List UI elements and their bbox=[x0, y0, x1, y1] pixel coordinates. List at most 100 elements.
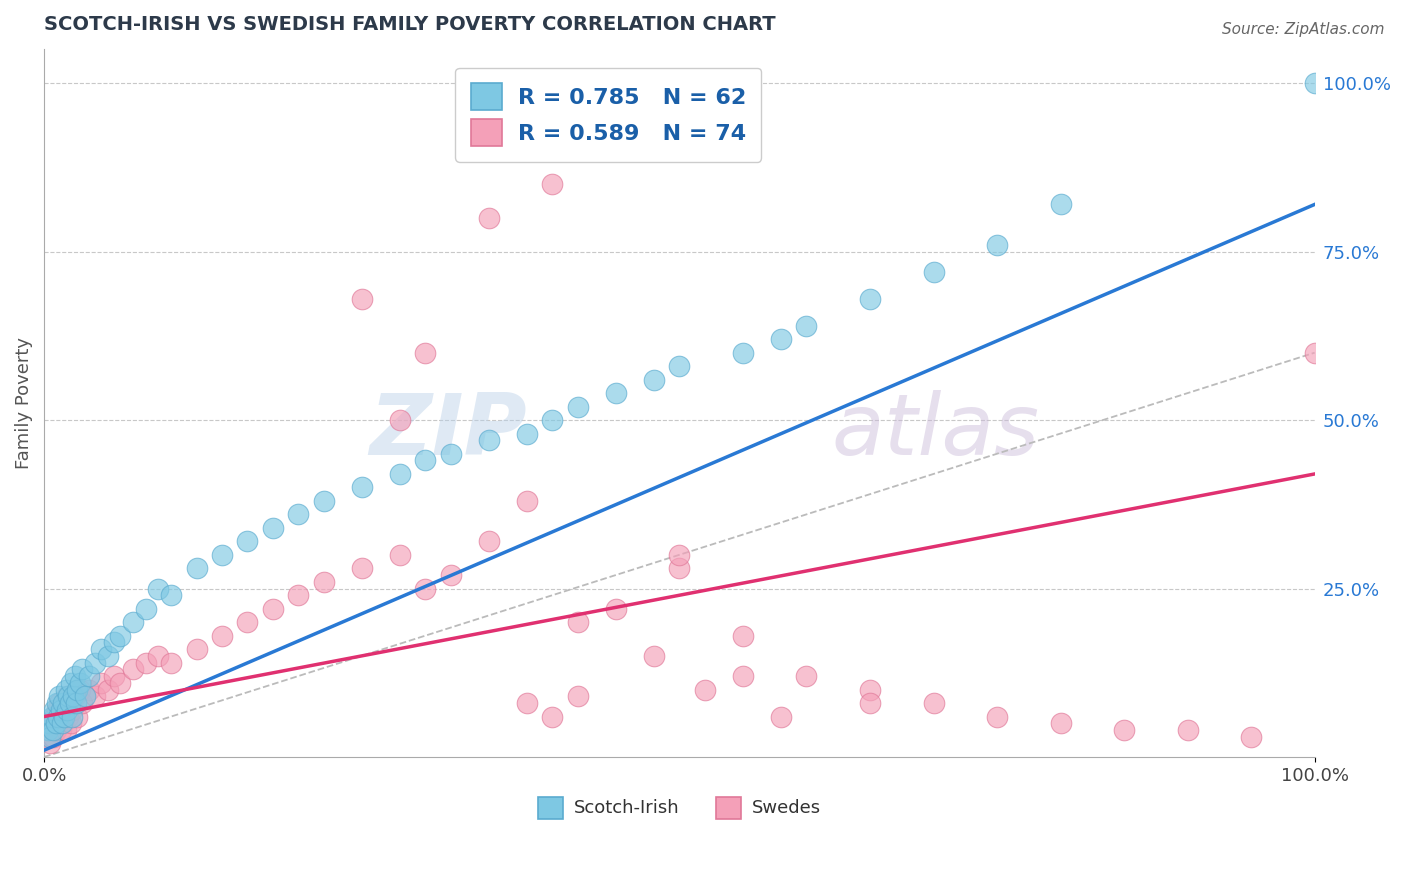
Point bbox=[37, 730, 59, 744]
Point bbox=[186, 642, 208, 657]
Point bbox=[60, 709, 83, 723]
Point bbox=[567, 690, 589, 704]
Point bbox=[922, 696, 945, 710]
Point bbox=[41, 709, 63, 723]
Point bbox=[42, 730, 65, 744]
Point bbox=[922, 265, 945, 279]
Point bbox=[48, 696, 70, 710]
Point bbox=[39, 736, 62, 750]
Point bbox=[1049, 197, 1071, 211]
Point bbox=[693, 682, 716, 697]
Point bbox=[668, 561, 690, 575]
Point bbox=[38, 716, 60, 731]
Point bbox=[605, 144, 627, 158]
Point bbox=[90, 642, 112, 657]
Point bbox=[986, 709, 1008, 723]
Point bbox=[45, 723, 67, 737]
Point bbox=[42, 723, 65, 737]
Point bbox=[236, 615, 259, 630]
Point bbox=[63, 669, 86, 683]
Point bbox=[796, 669, 818, 683]
Point bbox=[643, 648, 665, 663]
Point bbox=[70, 696, 93, 710]
Point bbox=[859, 682, 882, 697]
Point bbox=[49, 703, 72, 717]
Point bbox=[110, 676, 132, 690]
Point bbox=[44, 709, 66, 723]
Point bbox=[160, 656, 183, 670]
Point bbox=[37, 723, 59, 737]
Point bbox=[148, 582, 170, 596]
Point bbox=[77, 669, 100, 683]
Point bbox=[44, 703, 66, 717]
Point bbox=[478, 534, 501, 549]
Point bbox=[350, 480, 373, 494]
Point bbox=[160, 588, 183, 602]
Point bbox=[59, 676, 82, 690]
Point bbox=[51, 709, 73, 723]
Point bbox=[413, 345, 436, 359]
Point bbox=[859, 696, 882, 710]
Point bbox=[103, 669, 125, 683]
Point bbox=[770, 332, 793, 346]
Point bbox=[643, 373, 665, 387]
Point bbox=[440, 447, 463, 461]
Point bbox=[52, 696, 75, 710]
Point bbox=[135, 601, 157, 615]
Point bbox=[516, 494, 538, 508]
Point bbox=[49, 723, 72, 737]
Point bbox=[48, 690, 70, 704]
Point bbox=[41, 716, 63, 731]
Point bbox=[69, 676, 91, 690]
Point bbox=[413, 453, 436, 467]
Point bbox=[478, 211, 501, 225]
Point bbox=[46, 716, 69, 731]
Point bbox=[110, 629, 132, 643]
Point bbox=[262, 521, 284, 535]
Point bbox=[1112, 723, 1135, 737]
Point bbox=[796, 318, 818, 333]
Point bbox=[605, 601, 627, 615]
Point bbox=[45, 716, 67, 731]
Point bbox=[62, 690, 84, 704]
Point bbox=[58, 709, 80, 723]
Point bbox=[731, 669, 754, 683]
Point bbox=[668, 548, 690, 562]
Point bbox=[122, 615, 145, 630]
Point bbox=[541, 178, 564, 192]
Text: SCOTCH-IRISH VS SWEDISH FAMILY POVERTY CORRELATION CHART: SCOTCH-IRISH VS SWEDISH FAMILY POVERTY C… bbox=[44, 15, 776, 34]
Point bbox=[770, 709, 793, 723]
Point bbox=[350, 292, 373, 306]
Point bbox=[38, 723, 60, 737]
Point bbox=[39, 730, 62, 744]
Text: atlas: atlas bbox=[832, 390, 1040, 473]
Point bbox=[350, 561, 373, 575]
Y-axis label: Family Poverty: Family Poverty bbox=[15, 337, 32, 469]
Point bbox=[731, 345, 754, 359]
Point bbox=[97, 648, 120, 663]
Point bbox=[63, 690, 86, 704]
Point bbox=[60, 703, 83, 717]
Point bbox=[211, 629, 233, 643]
Point bbox=[45, 703, 67, 717]
Point bbox=[90, 676, 112, 690]
Point bbox=[51, 716, 73, 731]
Point bbox=[1177, 723, 1199, 737]
Point bbox=[122, 662, 145, 676]
Point bbox=[186, 561, 208, 575]
Point bbox=[59, 716, 82, 731]
Point bbox=[135, 656, 157, 670]
Point bbox=[567, 615, 589, 630]
Point bbox=[236, 534, 259, 549]
Point bbox=[986, 237, 1008, 252]
Point bbox=[73, 690, 96, 704]
Point bbox=[53, 703, 76, 717]
Text: ZIP: ZIP bbox=[370, 390, 527, 473]
Point bbox=[66, 709, 89, 723]
Point bbox=[58, 690, 80, 704]
Point bbox=[668, 359, 690, 373]
Point bbox=[1303, 345, 1326, 359]
Point bbox=[103, 635, 125, 649]
Point bbox=[211, 548, 233, 562]
Point bbox=[53, 709, 76, 723]
